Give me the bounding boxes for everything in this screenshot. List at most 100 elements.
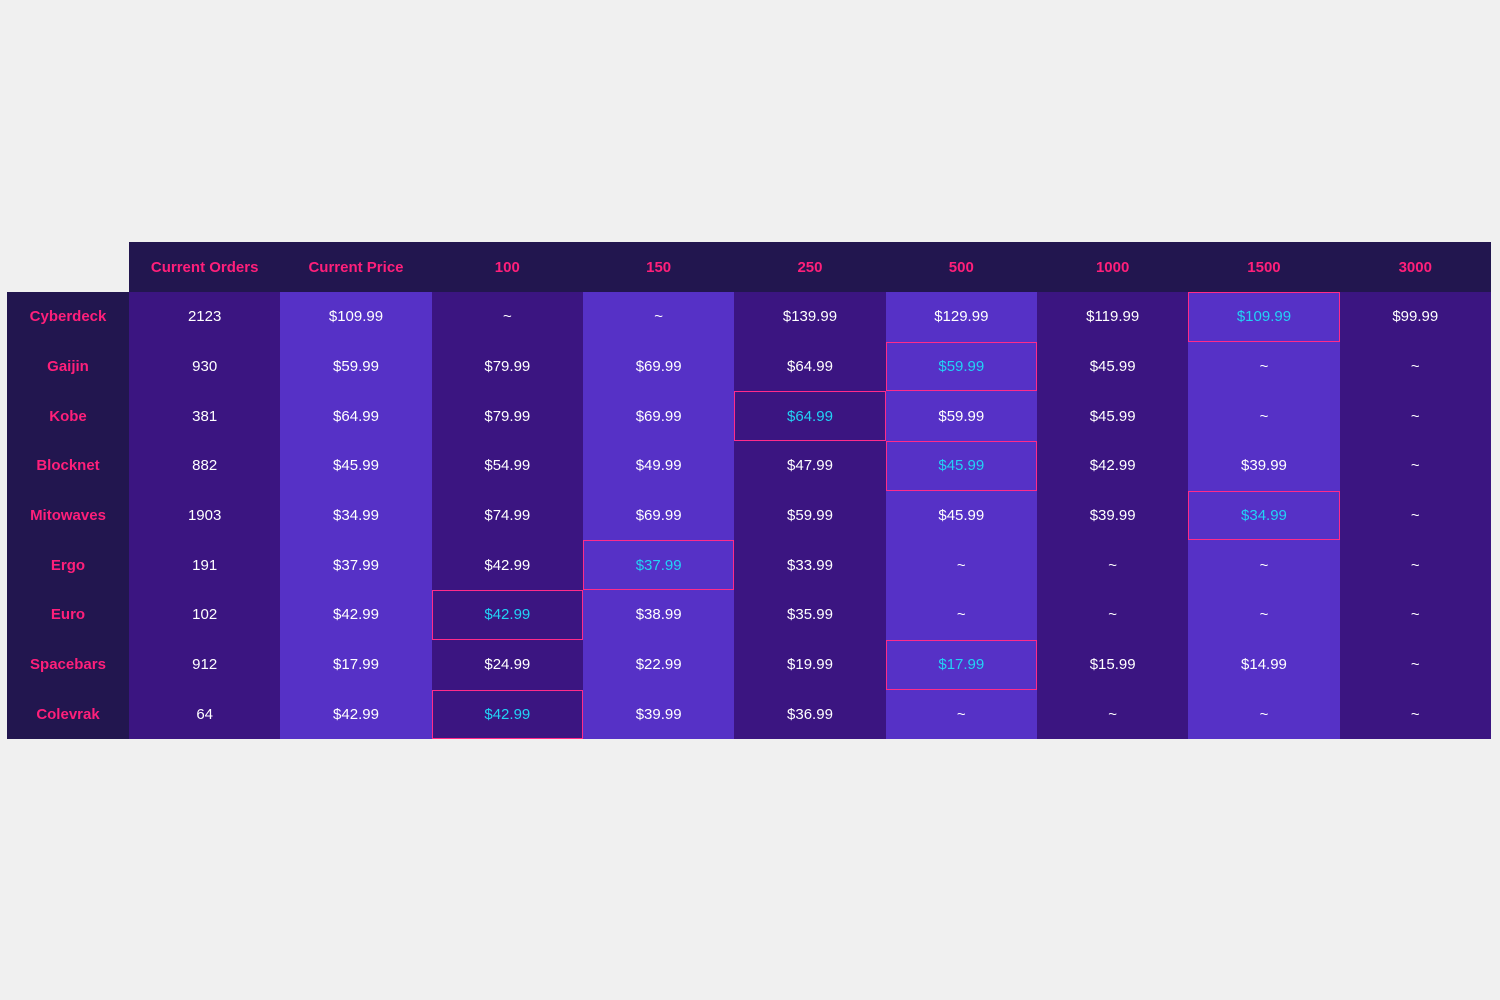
- table-cell: $45.99: [280, 441, 432, 491]
- column-header: 3000: [1339, 242, 1491, 292]
- table-cell: $17.99: [280, 639, 432, 690]
- column-header: 250: [734, 242, 886, 292]
- row-label: Spacebars: [7, 639, 129, 690]
- column-header: 1000: [1036, 242, 1189, 292]
- table-cell: ~: [885, 590, 1037, 640]
- column-header: Current Price: [280, 242, 432, 292]
- row-label: Blocknet: [7, 441, 129, 491]
- row-label: Ergo: [7, 540, 129, 591]
- table-cell: $109.99: [280, 292, 432, 342]
- table-cell: 882: [129, 441, 281, 491]
- row-label: Mitowaves: [7, 490, 129, 541]
- table-cell: ~: [1036, 590, 1189, 640]
- table-cell: ~: [1339, 391, 1491, 442]
- table-cell: $69.99: [582, 490, 735, 541]
- table-cell: $45.99: [1036, 341, 1189, 392]
- table-cell: ~: [1339, 341, 1491, 392]
- table-cell: ~: [1036, 540, 1189, 591]
- table-cell: $59.99: [734, 490, 886, 541]
- highlighted-cell: $59.99: [885, 341, 1037, 392]
- row-label: Colevrak: [7, 689, 129, 740]
- table-cell: 64: [129, 689, 281, 740]
- table-cell: $24.99: [431, 639, 583, 690]
- table-cell: 381: [129, 391, 281, 442]
- price-table: Current Orders Current Price 100 150 250 500 1…: [7, 242, 1491, 740]
- column-header: 1500: [1188, 242, 1340, 292]
- table-cell: $54.99: [431, 441, 583, 491]
- table-cell: $36.99: [734, 689, 886, 740]
- table-cell: $45.99: [1036, 391, 1189, 442]
- table-cell: ~: [1339, 689, 1491, 740]
- table-cell: $42.99: [1036, 441, 1189, 491]
- column-header: 500: [885, 242, 1037, 292]
- table-cell: ~: [1188, 689, 1340, 740]
- table-cell: $42.99: [280, 590, 432, 640]
- table-cell: ~: [1339, 590, 1491, 640]
- table-cell: $47.99: [734, 441, 886, 491]
- table-cell: $69.99: [582, 341, 735, 392]
- table-cell: $59.99: [280, 341, 432, 392]
- highlighted-cell: $42.99: [431, 590, 583, 640]
- column-header: 150: [582, 242, 735, 292]
- table-cell: ~: [885, 689, 1037, 740]
- table-cell: $129.99: [885, 292, 1037, 342]
- table-cell: $39.99: [1036, 490, 1189, 541]
- table-cell: $42.99: [280, 689, 432, 740]
- table-cell: $42.99: [431, 540, 583, 591]
- table-cell: $139.99: [734, 292, 886, 342]
- table-cell: ~: [1188, 391, 1340, 442]
- table-cell: $14.99: [1188, 639, 1340, 690]
- table-cell: $33.99: [734, 540, 886, 591]
- table-cell: ~: [1339, 490, 1491, 541]
- table-cell: 912: [129, 639, 281, 690]
- table-cell: $15.99: [1036, 639, 1189, 690]
- column-header: 100: [431, 242, 583, 292]
- table-cell: $34.99: [280, 490, 432, 541]
- table-cell: $79.99: [431, 341, 583, 392]
- table-cell: $39.99: [582, 689, 735, 740]
- table-cell: 1903: [129, 490, 281, 541]
- highlighted-cell: $17.99: [885, 639, 1037, 690]
- table-cell: $79.99: [431, 391, 583, 442]
- table-cell: ~: [1339, 441, 1491, 491]
- table-cell: $37.99: [280, 540, 432, 591]
- table-cell: $39.99: [1188, 441, 1340, 491]
- table-cell: 930: [129, 341, 281, 392]
- table-cell: ~: [1188, 590, 1340, 640]
- row-label: Kobe: [7, 391, 129, 442]
- table-cell: 191: [129, 540, 281, 591]
- table-cell: $19.99: [734, 639, 886, 690]
- table-cell: ~: [582, 292, 735, 342]
- table-cell: $64.99: [280, 391, 432, 442]
- table-corner: [7, 242, 129, 292]
- highlighted-cell: $42.99: [431, 689, 583, 740]
- row-label: Euro: [7, 590, 129, 640]
- table-cell: 102: [129, 590, 281, 640]
- table-cell: $45.99: [885, 490, 1037, 541]
- table-cell: $74.99: [431, 490, 583, 541]
- table-cell: ~: [885, 540, 1037, 591]
- table-cell: ~: [1036, 689, 1189, 740]
- table-cell: $35.99: [734, 590, 886, 640]
- table-cell: ~: [1339, 540, 1491, 591]
- table-cell: $38.99: [582, 590, 735, 640]
- table-cell: ~: [1188, 341, 1340, 392]
- row-label: Cyberdeck: [7, 292, 129, 342]
- table-cell: ~: [1339, 639, 1491, 690]
- table-cell: $49.99: [582, 441, 735, 491]
- table-cell: $119.99: [1036, 292, 1189, 342]
- highlighted-cell: $109.99: [1188, 292, 1340, 342]
- table-cell: $99.99: [1339, 292, 1491, 342]
- highlighted-cell: $64.99: [734, 391, 886, 442]
- highlighted-cell: $37.99: [582, 540, 735, 591]
- highlighted-cell: $45.99: [885, 441, 1037, 491]
- table-cell: $59.99: [885, 391, 1037, 442]
- table-cell: $64.99: [734, 341, 886, 392]
- column-header: Current Orders: [129, 242, 281, 292]
- table-cell: ~: [431, 292, 583, 342]
- row-label: Gaijin: [7, 341, 129, 392]
- table-cell: $69.99: [582, 391, 735, 442]
- table-cell: $22.99: [582, 639, 735, 690]
- highlighted-cell: $34.99: [1188, 490, 1340, 541]
- table-cell: ~: [1188, 540, 1340, 591]
